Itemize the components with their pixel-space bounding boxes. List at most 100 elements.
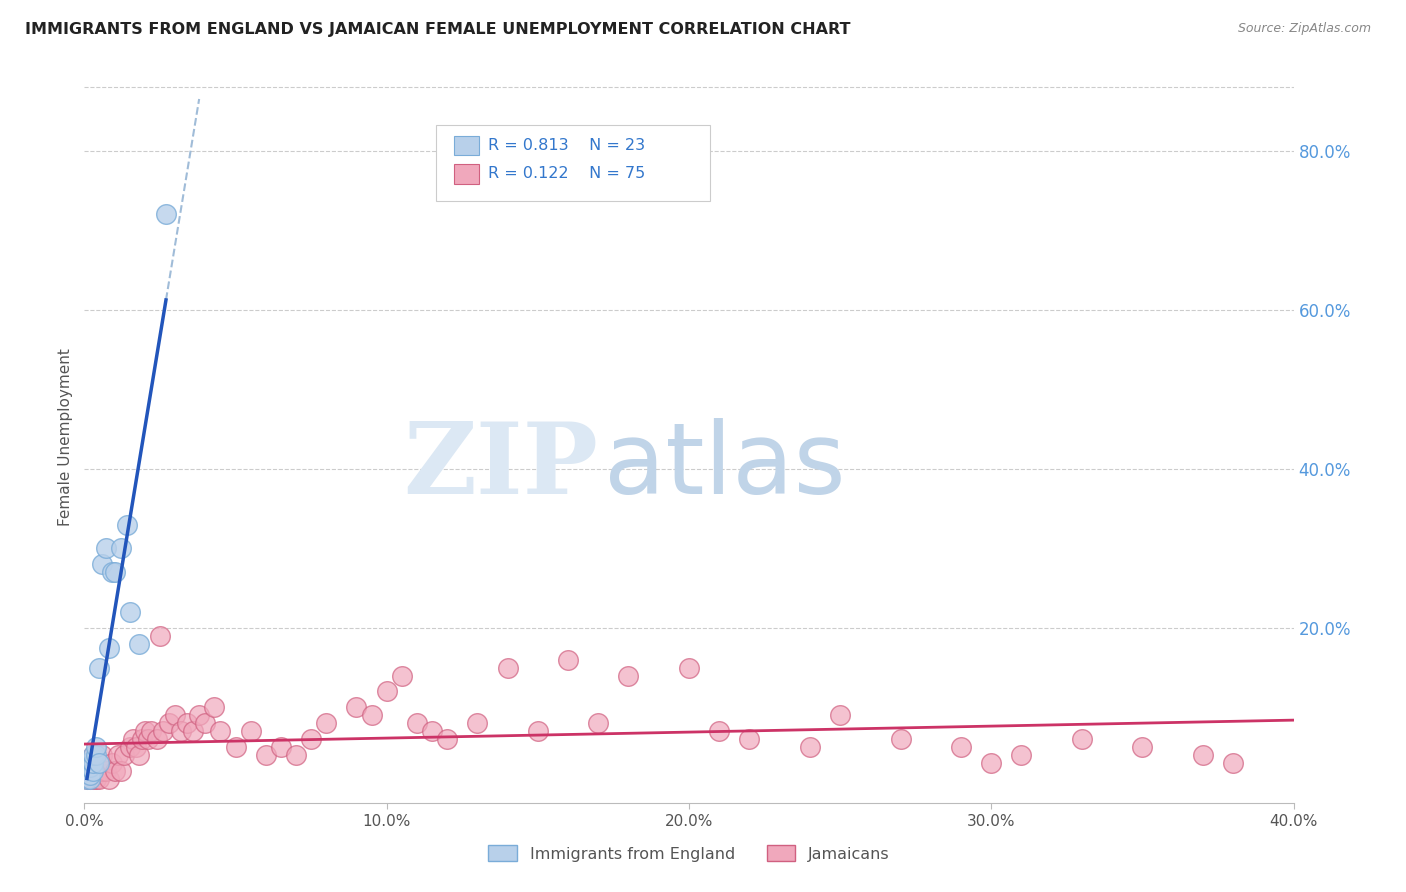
Point (165, 708, 187, 723)
Text: R = 0.122    N = 75: R = 0.122 N = 75 (488, 167, 645, 181)
Point (360, 708, 382, 723)
Point (112, 748, 135, 763)
Point (79, 772, 101, 786)
Point (97, 640, 120, 655)
Text: IMMIGRANTS FROM ENGLAND VS JAMAICAN FEMALE UNEMPLOYMENT CORRELATION CHART: IMMIGRANTS FROM ENGLAND VS JAMAICAN FEMA… (25, 22, 851, 37)
Point (82, 748, 104, 763)
Point (82, 764, 104, 778)
Point (299, 732, 322, 747)
Point (709, 724, 731, 739)
Point (110, 541, 132, 556)
Point (155, 207, 177, 221)
Point (79, 756, 101, 770)
Point (254, 748, 277, 763)
Point (82, 764, 104, 778)
Point (131, 732, 153, 747)
Point (346, 700, 368, 714)
Point (91, 764, 114, 778)
Point (91, 748, 114, 763)
Point (617, 668, 640, 682)
Y-axis label: Female Unemployment: Female Unemployment (58, 348, 73, 526)
Point (139, 724, 162, 739)
Point (149, 629, 172, 643)
Point (104, 764, 127, 778)
Point (188, 708, 211, 723)
Point (128, 637, 150, 651)
Point (738, 732, 761, 747)
Point (118, 740, 141, 755)
Point (436, 732, 458, 747)
Text: atlas: atlas (605, 417, 846, 515)
Point (176, 716, 198, 731)
Point (76, 756, 98, 770)
Point (270, 740, 292, 755)
Point (79, 760, 101, 774)
Point (315, 716, 337, 731)
Point (118, 605, 141, 619)
Point (1011, 748, 1033, 763)
Point (830, 708, 852, 723)
Point (76, 772, 98, 786)
Point (181, 724, 204, 739)
Point (678, 660, 700, 674)
Point (107, 748, 129, 763)
Point (97, 772, 120, 786)
Point (104, 566, 127, 580)
Point (980, 756, 1002, 770)
Point (496, 660, 519, 674)
Point (89, 660, 111, 674)
Point (91, 558, 114, 572)
Point (86, 748, 108, 763)
Legend: Immigrants from England, Jamaicans: Immigrants from England, Jamaicans (482, 838, 896, 868)
Point (890, 732, 912, 747)
Point (285, 748, 308, 763)
Point (79, 764, 101, 778)
Point (89, 772, 111, 786)
Point (76, 764, 98, 778)
Point (82, 756, 104, 770)
Point (202, 700, 225, 714)
Point (152, 724, 174, 739)
Point (82, 748, 104, 763)
Point (125, 740, 148, 755)
Point (136, 732, 159, 747)
Point (375, 684, 398, 698)
Point (170, 724, 193, 739)
Point (94, 541, 117, 556)
Point (157, 716, 180, 731)
Point (557, 653, 579, 667)
Point (82, 772, 104, 786)
Point (76, 772, 98, 786)
Point (89, 756, 111, 770)
Point (76, 764, 98, 778)
Point (79, 772, 101, 786)
Point (86, 756, 108, 770)
Point (121, 732, 143, 747)
Point (100, 566, 122, 580)
Point (79, 768, 101, 782)
Point (76, 756, 98, 770)
Text: Source: ZipAtlas.com: Source: ZipAtlas.com (1237, 22, 1371, 36)
Point (225, 740, 247, 755)
Point (1192, 748, 1215, 763)
Point (110, 764, 132, 778)
Text: R = 0.813    N = 23: R = 0.813 N = 23 (488, 138, 645, 153)
Point (950, 740, 973, 755)
Point (1071, 732, 1094, 747)
Point (194, 716, 217, 731)
Point (100, 756, 122, 770)
Point (146, 732, 169, 747)
Point (1222, 756, 1244, 770)
Point (86, 740, 108, 755)
Point (89, 756, 111, 770)
Point (799, 740, 821, 755)
Point (128, 748, 150, 763)
Point (209, 724, 232, 739)
Point (115, 517, 138, 532)
Point (134, 724, 156, 739)
Point (86, 772, 108, 786)
Text: ZIP: ZIP (404, 417, 599, 515)
Point (588, 716, 610, 731)
Point (94, 764, 117, 778)
Point (527, 724, 550, 739)
